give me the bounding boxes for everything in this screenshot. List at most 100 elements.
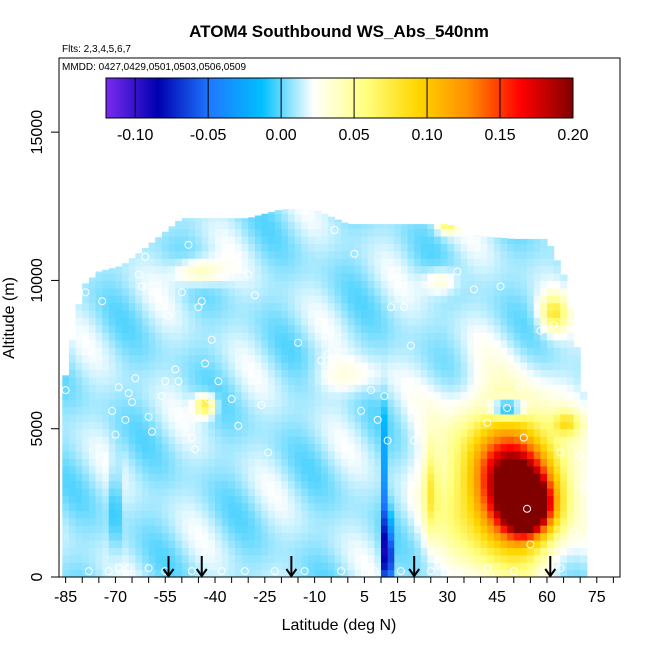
heatmap-cell: [454, 250, 462, 259]
heatmap-cell: [75, 354, 83, 363]
heatmap-cell: [281, 539, 289, 548]
heatmap-cell: [82, 473, 90, 482]
heatmap-cell: [75, 525, 83, 534]
heatmap-cell: [454, 295, 462, 304]
heatmap-cell: [82, 562, 90, 571]
heatmap-cell: [294, 510, 302, 519]
heatmap-cell: [68, 369, 77, 378]
heatmap-cell: [354, 428, 362, 437]
heatmap-cell: [201, 273, 209, 282]
heatmap-cell: [221, 510, 229, 519]
sample-point: [426, 567, 435, 576]
heatmap-cell: [301, 406, 309, 415]
heatmap-cell: [314, 554, 322, 563]
heatmap-cell: [407, 287, 415, 296]
heatmap-cell: [367, 258, 375, 267]
heatmap-cell: [234, 347, 243, 356]
heatmap-cell: [480, 532, 488, 541]
heatmap-cell: [347, 369, 356, 378]
heatmap-cell: [327, 450, 336, 459]
heatmap-cell: [122, 324, 130, 333]
heatmap-cell: [493, 273, 502, 282]
heatmap-cell: [513, 339, 522, 348]
heatmap-cell: [380, 347, 389, 356]
heatmap-cell: [467, 428, 475, 437]
heatmap-cell: [467, 295, 475, 304]
heatmap-cell: [288, 228, 296, 237]
heatmap-cell: [427, 258, 435, 267]
heatmap-cell: [533, 391, 541, 400]
heatmap-cell: [95, 421, 103, 430]
heatmap-cell: [473, 339, 482, 348]
heatmap-cell: [480, 339, 488, 348]
heatmap-cell: [493, 569, 502, 578]
heatmap-cell: [380, 376, 389, 385]
heatmap-cell: [467, 421, 475, 430]
heatmap-cell: [148, 361, 156, 370]
heatmap-cell: [241, 517, 249, 526]
heatmap-cell: [175, 273, 183, 282]
heatmap-cell: [221, 324, 229, 333]
heatmap-cell: [407, 250, 415, 259]
heatmap-cell: [540, 458, 548, 467]
heatmap-cell: [560, 436, 568, 445]
heatmap-cell: [460, 347, 468, 356]
heatmap-cell: [546, 391, 555, 400]
heatmap-cell: [553, 502, 561, 511]
heatmap-cell: [440, 228, 448, 237]
heatmap-cell: [141, 458, 150, 467]
heatmap-cell: [520, 258, 528, 267]
heatmap-cell: [420, 443, 429, 452]
heatmap-cell: [387, 406, 395, 415]
heatmap-cell: [261, 525, 269, 534]
sample-point: [227, 395, 236, 404]
heatmap-cell: [407, 502, 415, 511]
heatmap-cell: [380, 280, 389, 289]
heatmap-cell: [400, 258, 409, 267]
heatmap-cell: [400, 228, 409, 237]
heatmap-cell: [334, 421, 342, 430]
heatmap-cell: [341, 539, 349, 548]
heatmap-cell: [208, 369, 216, 378]
heatmap-cell: [95, 502, 103, 511]
heatmap-cell: [327, 280, 336, 289]
heatmap-cell: [82, 302, 90, 311]
heatmap-cell: [141, 525, 150, 534]
heatmap-cell: [447, 525, 455, 534]
heatmap-cell: [288, 547, 296, 556]
heatmap-cell: [281, 458, 289, 467]
heatmap-cell: [215, 376, 223, 385]
heatmap-cell: [520, 302, 528, 311]
heatmap-cell: [268, 302, 276, 311]
heatmap-cell: [75, 510, 83, 519]
heatmap-cell: [261, 391, 269, 400]
heatmap-cell: [473, 532, 482, 541]
heatmap-cell: [487, 265, 495, 274]
heatmap-cell: [327, 354, 336, 363]
heatmap-cell: [407, 324, 415, 333]
heatmap-cell: [520, 480, 528, 489]
heatmap-cell: [394, 488, 402, 497]
heatmap-cell: [467, 384, 475, 393]
heatmap-cell: [374, 369, 382, 378]
heatmap-cell: [175, 473, 183, 482]
heatmap-cell: [347, 554, 356, 563]
heatmap-cell: [560, 339, 568, 348]
heatmap-cell: [321, 450, 329, 459]
heatmap-cell: [288, 213, 296, 222]
heatmap-cell: [560, 317, 568, 326]
heatmap-cell: [454, 525, 462, 534]
heatmap-cell: [480, 361, 488, 370]
heatmap-cell: [460, 324, 468, 333]
heatmap-cell: [427, 539, 435, 548]
heatmap-cell: [473, 450, 482, 459]
sample-point: [71, 288, 80, 297]
heatmap-cell: [254, 243, 263, 252]
heatmap-cell: [454, 384, 462, 393]
heatmap-cell: [294, 480, 302, 489]
sample-point: [317, 356, 326, 365]
heatmap-cell: [354, 354, 362, 363]
heatmap-cell: [102, 280, 110, 289]
heatmap-cell: [341, 569, 349, 578]
heatmap-cell: [493, 295, 502, 304]
